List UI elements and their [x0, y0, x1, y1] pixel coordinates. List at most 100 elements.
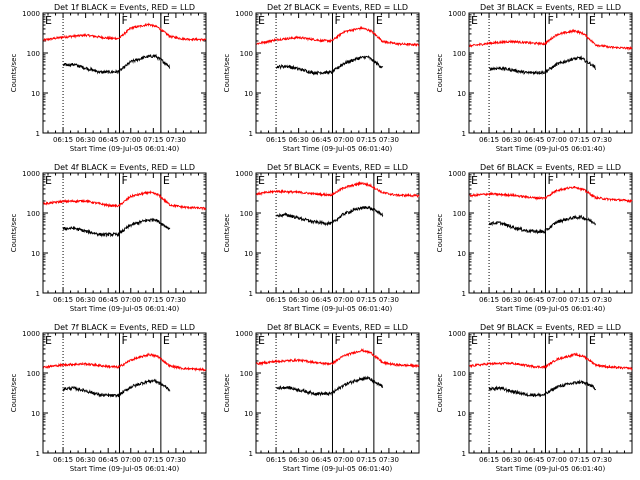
x-tick-label: 07:15 [143, 136, 163, 144]
y-tick-label: 1 [249, 130, 253, 138]
y-tick-label: 1 [249, 450, 253, 458]
y-tick-label: 1000 [22, 170, 40, 178]
start-flag-label: E [471, 14, 478, 27]
x-tick-label: 07:00 [547, 456, 567, 464]
panel-det-7: Det 7f BLACK = Events, RED = LLD 1 10 100 10… [10, 323, 207, 473]
panel-det-6: Det 6f BLACK = Events, RED = LLD 1 10 100 10… [436, 163, 633, 313]
x-tick-label: 06:45 [98, 136, 118, 144]
lld-series-line [469, 28, 633, 51]
panel-title: Det 2f BLACK = Events, RED = LLD [267, 3, 408, 12]
x-tick-label: 07:15 [569, 456, 589, 464]
y-tick-label: 10 [244, 90, 253, 98]
y-tick-label: 10 [31, 410, 40, 418]
panel-det-2: Det 2f BLACK = Events, RED = LLD 1 10 100 10… [223, 3, 420, 153]
x-tick-label: 06:45 [524, 296, 544, 304]
y-tick-label: 1 [36, 290, 40, 298]
flag-marker-label: F [121, 174, 127, 187]
x-tick-label: 07:30 [379, 456, 399, 464]
x-axis-label: Start Time (09-Jul-05 06:01:40) [70, 465, 180, 473]
x-tick-label: 06:15 [53, 136, 73, 144]
panel-title: Det 4f BLACK = Events, RED = LLD [54, 163, 195, 172]
plot-frame [42, 172, 207, 294]
y-tick-label: 10 [457, 250, 466, 258]
y-axis-label: Counts/sec [223, 374, 231, 413]
y-tick-label: 100 [240, 210, 253, 218]
x-tick-label: 06:15 [479, 296, 499, 304]
y-tick-label: 1000 [22, 10, 40, 18]
x-tick-label: 06:30 [502, 296, 522, 304]
y-tick-label: 1 [36, 130, 40, 138]
y-tick-label: 100 [240, 370, 253, 378]
x-tick-label: 06:45 [98, 296, 118, 304]
x-tick-label: 07:30 [592, 136, 612, 144]
x-tick-label: 06:30 [502, 456, 522, 464]
y-axis-label: Counts/sec [10, 214, 18, 253]
y-tick-label: 100 [240, 50, 253, 58]
flag-marker-label: F [547, 334, 553, 347]
y-axis-label: Counts/sec [436, 54, 444, 93]
panel-det-4: Det 4f BLACK = Events, RED = LLD 1 10 100 10… [10, 163, 207, 313]
start-flag-label: E [258, 14, 265, 27]
x-tick-label: 06:15 [479, 136, 499, 144]
y-tick-label: 1 [36, 450, 40, 458]
y-tick-label: 100 [453, 50, 466, 58]
x-tick-label: 07:15 [356, 136, 376, 144]
start-flag-label: E [258, 174, 265, 187]
lld-series-line [43, 352, 207, 372]
lld-series-line [469, 352, 633, 371]
x-tick-label: 07:30 [592, 456, 612, 464]
y-tick-label: 1 [462, 290, 466, 298]
flag-marker-label: F [334, 14, 340, 27]
x-axis-label: Start Time (09-Jul-05 06:01:40) [70, 145, 180, 153]
start-flag-label: E [45, 14, 52, 27]
y-axis-label: Counts/sec [223, 54, 231, 93]
plot-frame [468, 172, 633, 294]
x-tick-label: 06:15 [53, 296, 73, 304]
y-tick-label: 1000 [235, 170, 253, 178]
y-tick-label: 10 [244, 410, 253, 418]
events-series-line [275, 55, 384, 76]
flag-marker-label: E [163, 14, 170, 27]
y-tick-label: 1000 [448, 170, 466, 178]
flag-marker-label: E [376, 334, 383, 347]
y-tick-label: 10 [244, 250, 253, 258]
panel-title: Det 1f BLACK = Events, RED = LLD [54, 3, 195, 12]
y-tick-label: 10 [31, 250, 40, 258]
y-tick-label: 1000 [448, 330, 466, 338]
flag-marker-label: F [121, 334, 127, 347]
x-tick-label: 07:00 [334, 296, 354, 304]
lld-series-line [469, 185, 633, 204]
x-tick-label: 06:45 [524, 456, 544, 464]
panel-det-3: Det 3f BLACK = Events, RED = LLD 1 10 100 10… [436, 3, 633, 153]
panel-det-9: Det 9f BLACK = Events, RED = LLD 1 10 100 10… [436, 323, 633, 473]
flag-marker-label: E [376, 14, 383, 27]
x-tick-label: 07:30 [166, 136, 186, 144]
events-series-line [489, 55, 597, 76]
x-axis-label: Start Time (09-Jul-05 06:01:40) [496, 145, 606, 153]
x-tick-label: 06:45 [311, 296, 331, 304]
x-tick-label: 06:15 [53, 456, 73, 464]
panel-title: Det 3f BLACK = Events, RED = LLD [480, 3, 621, 12]
x-axis-label: Start Time (09-Jul-05 06:01:40) [283, 465, 393, 473]
x-tick-label: 06:30 [289, 296, 309, 304]
flag-marker-label: F [121, 14, 127, 27]
x-tick-label: 06:30 [502, 136, 522, 144]
x-tick-label: 06:15 [266, 456, 286, 464]
x-tick-label: 06:45 [311, 136, 331, 144]
x-tick-label: 07:00 [334, 456, 354, 464]
plot-frame [42, 12, 207, 134]
x-tick-label: 07:15 [143, 456, 163, 464]
plot-frame [255, 332, 420, 454]
y-tick-label: 1000 [235, 10, 253, 18]
lld-series-line [43, 190, 207, 211]
x-axis-label: Start Time (09-Jul-05 06:01:40) [283, 145, 393, 153]
start-flag-label: E [471, 174, 478, 187]
flag-marker-label: E [589, 334, 596, 347]
events-series-line [275, 205, 384, 227]
x-tick-label: 06:30 [289, 136, 309, 144]
panel-det-8: Det 8f BLACK = Events, RED = LLD 1 10 100 10… [223, 323, 420, 473]
start-flag-label: E [258, 334, 265, 347]
flag-marker-label: E [589, 174, 596, 187]
y-axis-label: Counts/sec [223, 214, 231, 253]
x-axis-label: Start Time (09-Jul-05 06:01:40) [496, 465, 606, 473]
